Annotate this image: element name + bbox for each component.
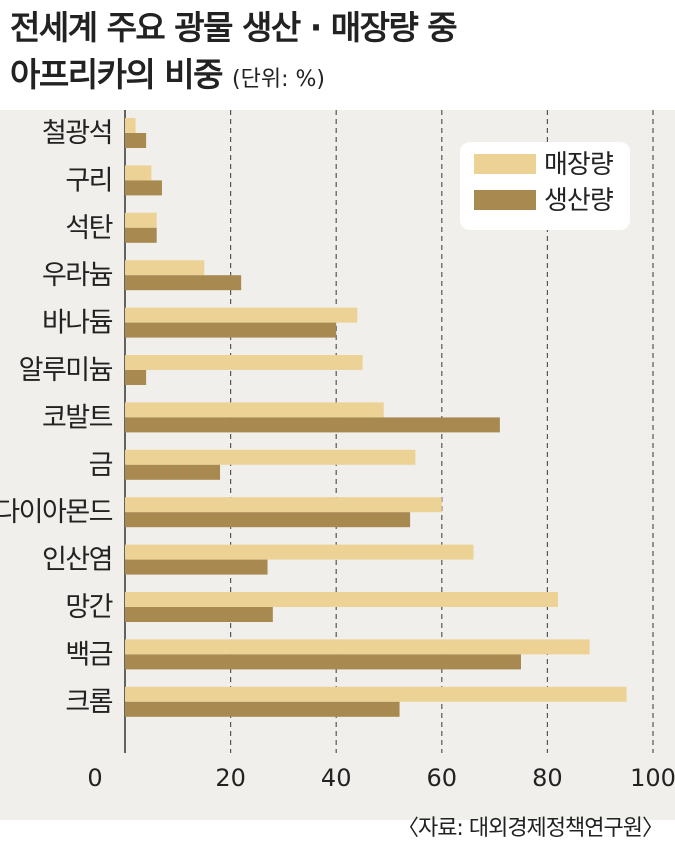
category-label: 코발트 bbox=[42, 402, 113, 433]
bar-production bbox=[125, 559, 268, 575]
category-label: 망간 bbox=[65, 592, 112, 623]
bars bbox=[125, 118, 627, 717]
bar-reserves bbox=[125, 212, 157, 228]
bar-production bbox=[125, 607, 273, 622]
bar-reserves bbox=[125, 544, 474, 560]
category-label: 인산염 bbox=[42, 545, 112, 576]
x-tick-label: 60 bbox=[427, 764, 458, 792]
bar-production bbox=[125, 133, 147, 148]
legend-swatch-reserves bbox=[474, 154, 536, 174]
chart-title: 전세계 주요 광물 생산 · 매장량 중 아프리카의 비중 (단위: %) bbox=[10, 4, 670, 103]
bar-reserves bbox=[125, 592, 558, 607]
x-tick-label: 100 bbox=[630, 764, 675, 792]
category-label: 크롬 bbox=[65, 687, 112, 718]
title-line-1: 전세계 주요 광물 생산 · 매장량 중 bbox=[10, 8, 458, 47]
category-label: 금 bbox=[89, 450, 113, 481]
bar-production bbox=[125, 275, 242, 291]
bar-production bbox=[125, 227, 157, 243]
bar-reserves bbox=[125, 402, 384, 418]
bar-production bbox=[125, 417, 500, 433]
bar-reserves bbox=[125, 686, 627, 702]
bar-production bbox=[125, 701, 400, 717]
bar-reserves bbox=[125, 307, 358, 323]
bar-reserves bbox=[125, 118, 136, 133]
category-label: 우라늄 bbox=[42, 260, 113, 291]
category-label: 철광석 bbox=[42, 118, 112, 149]
legend-label: 매장량 bbox=[544, 150, 614, 180]
title-line-2: 아프리카의 비중 (단위: %) bbox=[10, 51, 670, 103]
bar-reserves bbox=[125, 260, 205, 276]
source-note: 〈자료: 대외경제정책연구원〉 bbox=[396, 816, 664, 841]
category-label: 바나듐 bbox=[42, 308, 113, 339]
bar-reserves bbox=[125, 497, 442, 513]
bar-reserves bbox=[125, 165, 152, 181]
bar-reserves bbox=[125, 449, 416, 465]
title-line-2-text: 아프리카의 비중 bbox=[10, 55, 224, 94]
bar-reserves bbox=[125, 639, 590, 655]
category-label: 구리 bbox=[65, 165, 112, 196]
bar-reserves bbox=[125, 355, 363, 370]
x-tick-labels: 0 20 40 60 80 100 bbox=[87, 764, 675, 792]
category-label: 다이아몬드 bbox=[0, 497, 113, 528]
x-tick-label: 20 bbox=[215, 764, 246, 792]
legend-swatch-production bbox=[474, 190, 536, 210]
bar-production bbox=[125, 654, 521, 670]
unit-label: (단위: %) bbox=[232, 67, 325, 92]
x-tick-label: 80 bbox=[532, 764, 563, 792]
category-label: 백금 bbox=[65, 639, 112, 670]
bar-production bbox=[125, 370, 147, 385]
category-label: 석탄 bbox=[65, 213, 112, 244]
x-tick-label: 40 bbox=[321, 764, 352, 792]
x-tick-label: 0 bbox=[87, 764, 102, 792]
bar-production bbox=[125, 180, 162, 196]
bar-production bbox=[125, 322, 337, 338]
legend-label: 생산량 bbox=[544, 186, 614, 216]
bar-production bbox=[125, 464, 221, 480]
category-label: 알루미늄 bbox=[19, 355, 113, 386]
bar-production bbox=[125, 512, 411, 528]
